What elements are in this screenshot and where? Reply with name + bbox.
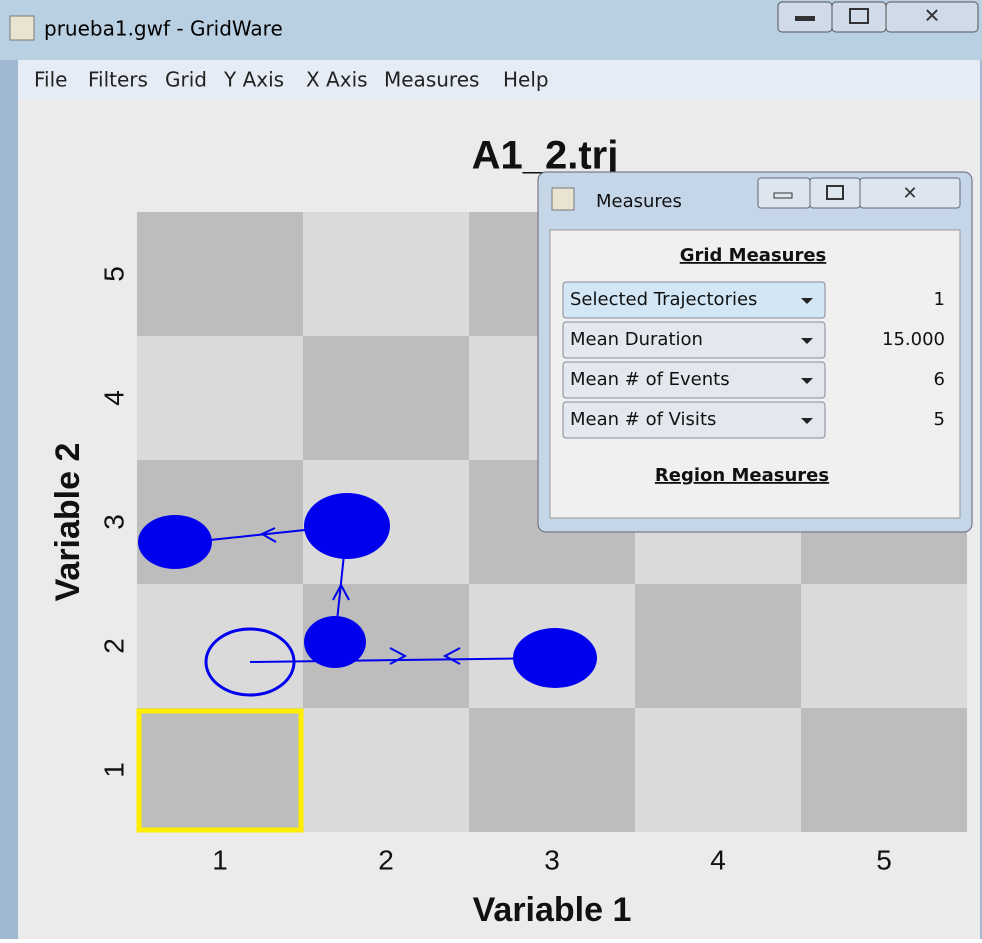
trajectory-line bbox=[249, 657, 556, 663]
measures-dialog: Measures ✕ Grid Measures Selected Trajec… bbox=[537, 171, 973, 533]
measure-dropdown[interactable] bbox=[562, 361, 826, 399]
visit bbox=[513, 628, 597, 688]
x-tick-label: 2 bbox=[378, 844, 394, 875]
grid-cell[interactable] bbox=[137, 336, 303, 460]
x-tick-label: 3 bbox=[544, 844, 560, 875]
grid-cell[interactable] bbox=[801, 584, 967, 708]
y-tick-label: 3 bbox=[98, 514, 129, 530]
maximize-button[interactable] bbox=[831, 1, 887, 33]
visits bbox=[138, 493, 597, 697]
y-axis-label: Variable 2 bbox=[49, 443, 87, 602]
menu-item[interactable]: Help bbox=[503, 68, 549, 92]
x-ticks: 1 2 3 4 5 bbox=[212, 844, 892, 875]
region-heading: Region Measures bbox=[655, 465, 829, 486]
x-tick-label: 4 bbox=[710, 844, 726, 875]
measure-value: 15.000 bbox=[882, 329, 945, 350]
y-tick-label: 5 bbox=[98, 266, 129, 282]
measure-dropdown[interactable] bbox=[562, 401, 826, 439]
measure-label: Mean # of Visits bbox=[570, 409, 716, 430]
dialog-title: Measures bbox=[596, 191, 682, 212]
start-visit bbox=[204, 627, 296, 697]
measure-rows: Selected Trajectories 1 Mean Duration 15.00… bbox=[562, 281, 945, 439]
dialog-icon bbox=[551, 187, 575, 211]
measure-value: 1 bbox=[934, 289, 945, 310]
dialog-close-icon: ✕ bbox=[902, 183, 917, 204]
x-axis-label: Variable 1 bbox=[473, 891, 632, 929]
menu-item[interactable]: Y Axis bbox=[223, 68, 284, 92]
grid-cell[interactable] bbox=[137, 584, 303, 708]
grid-heading: Grid Measures bbox=[680, 245, 827, 266]
dialog-close[interactable] bbox=[859, 177, 961, 209]
trajectory-line bbox=[209, 529, 306, 541]
app-icon bbox=[9, 15, 35, 41]
y-tick-label: 2 bbox=[98, 638, 129, 654]
dialog-maximize-icon bbox=[826, 185, 844, 200]
grid-cell[interactable] bbox=[137, 708, 303, 832]
dialog-maximize[interactable] bbox=[809, 177, 861, 209]
dropdown-arrow bbox=[801, 418, 813, 424]
selected-cell[interactable] bbox=[136, 708, 304, 833]
grid-cell[interactable] bbox=[635, 708, 801, 832]
y-ticks: 1 2 3 4 5 bbox=[98, 266, 129, 778]
arrow bbox=[332, 582, 350, 601]
menu-bar bbox=[18, 60, 980, 100]
measure-label: Mean # of Events bbox=[570, 369, 730, 390]
visit bbox=[304, 493, 390, 559]
menu: File Filters Grid Y Axis X Axis Measures Help bbox=[34, 68, 549, 92]
grid-cell[interactable] bbox=[303, 336, 469, 460]
grid-cell[interactable] bbox=[469, 708, 635, 832]
visit bbox=[138, 515, 212, 569]
y-tick-label: 4 bbox=[98, 390, 129, 406]
grid-cell[interactable] bbox=[137, 212, 303, 336]
measure-dropdown[interactable] bbox=[562, 281, 826, 319]
grid-cell[interactable] bbox=[635, 584, 801, 708]
measure-label: Selected Trajectories bbox=[570, 289, 757, 310]
menu-item[interactable]: Measures bbox=[384, 68, 479, 92]
close-icon: ✕ bbox=[924, 4, 941, 28]
grid-cell[interactable] bbox=[303, 212, 469, 336]
maximize-icon bbox=[849, 8, 869, 24]
menu-item[interactable]: Grid bbox=[165, 68, 207, 92]
menu-item[interactable]: Filters bbox=[88, 68, 148, 92]
measure-label: Mean Duration bbox=[570, 329, 703, 350]
measure-value: 5 bbox=[934, 409, 945, 430]
plot-title: A1_2.trj bbox=[472, 134, 619, 178]
window-title: prueba1.gwf - GridWare bbox=[44, 17, 283, 41]
close-button[interactable] bbox=[885, 1, 979, 33]
menu-item[interactable]: X Axis bbox=[306, 68, 368, 92]
y-tick-label: 1 bbox=[98, 762, 129, 778]
arrow bbox=[389, 647, 408, 665]
x-tick-label: 5 bbox=[876, 844, 892, 875]
menu-item[interactable]: File bbox=[34, 68, 67, 92]
measure-dropdown[interactable] bbox=[562, 321, 826, 359]
arrow bbox=[442, 647, 461, 665]
dropdown-arrow bbox=[801, 298, 813, 304]
measure-value: 6 bbox=[934, 369, 945, 390]
dropdown-arrow bbox=[801, 378, 813, 384]
dialog-minimize-icon bbox=[773, 192, 793, 199]
trajectory bbox=[209, 525, 556, 665]
dropdown-arrow bbox=[801, 338, 813, 344]
x-tick-label: 1 bbox=[212, 844, 228, 875]
grid-cell[interactable] bbox=[801, 708, 967, 832]
arrow bbox=[259, 527, 277, 543]
minimize-icon bbox=[795, 16, 815, 21]
visit bbox=[304, 616, 366, 668]
grid-cell[interactable] bbox=[303, 708, 469, 832]
